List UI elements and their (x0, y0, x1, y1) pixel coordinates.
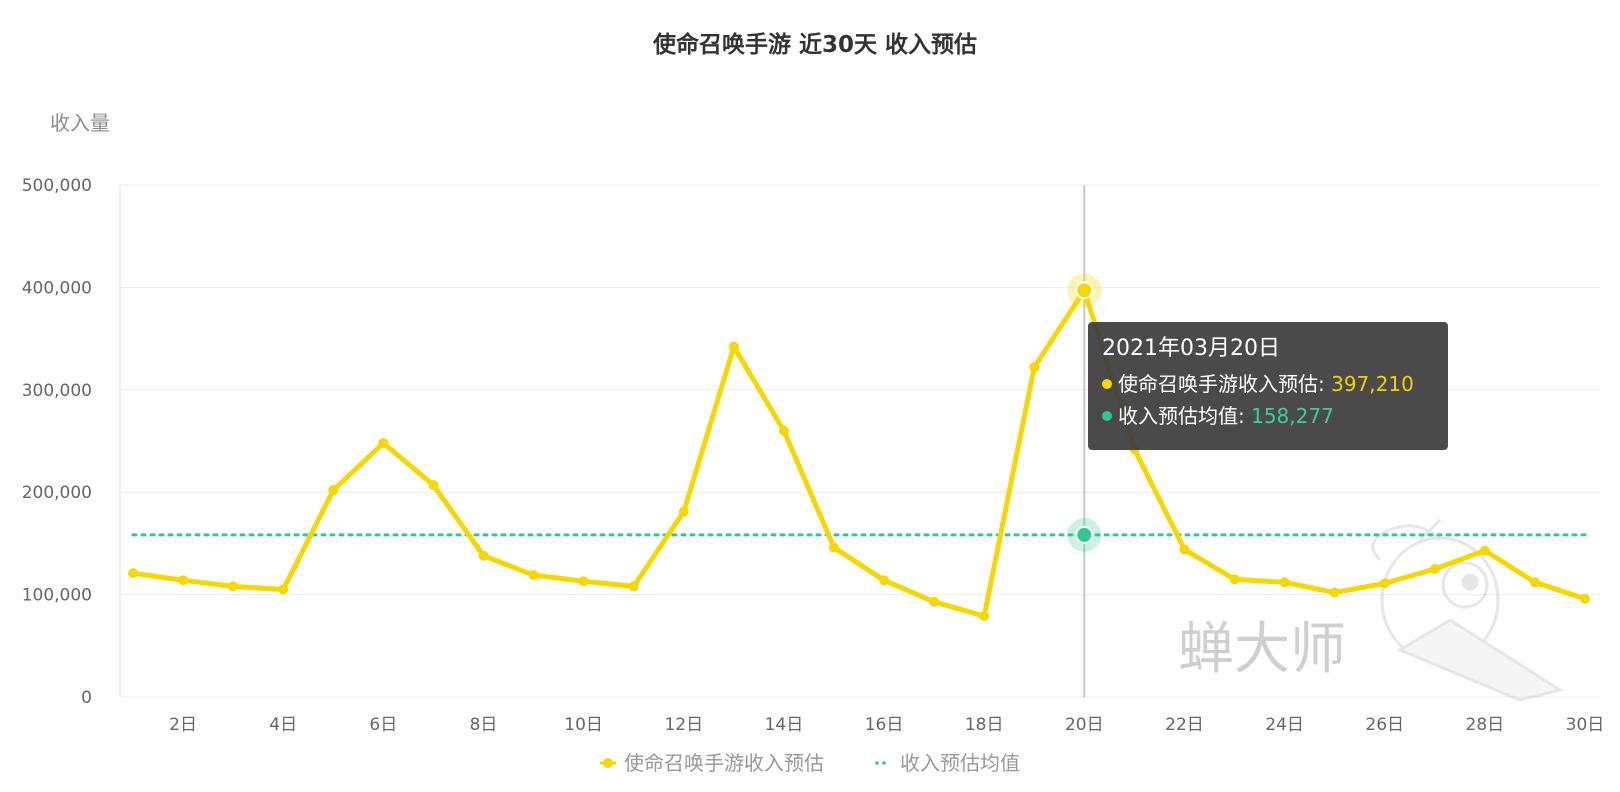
y-tick-label: 100,000 (22, 586, 92, 606)
tooltip-date: 2021年03月20日 (1102, 336, 1280, 361)
mean-dot-icon (1102, 410, 1112, 421)
x-tick-label: 2日 (169, 715, 197, 735)
y-axis-ticks: 0 100,000 200,000 300,000 400,000 500,000 (22, 176, 92, 708)
revenue-point[interactable] (778, 425, 789, 436)
y-tick-label: 0 (81, 688, 92, 708)
tooltip-row-mean: 收入预估均值: 158,277 (1102, 400, 1434, 432)
revenue-point[interactable] (278, 584, 289, 595)
revenue-point[interactable] (378, 438, 389, 449)
x-tick-label: 24日 (1265, 715, 1304, 735)
tooltip-label-revenue: 使命召唤手游收入预估: (1118, 372, 1332, 396)
revenue-point[interactable] (1229, 574, 1240, 585)
revenue-point[interactable] (1479, 545, 1490, 556)
x-tick-label: 12日 (664, 715, 703, 735)
revenue-point[interactable] (678, 506, 689, 517)
revenue-point[interactable] (1529, 577, 1540, 588)
y-axis-label: 收入量 (50, 111, 110, 135)
legend-label-mean: 收入预估均值 (900, 751, 1020, 775)
revenue-point[interactable] (879, 575, 890, 586)
watermark-text: 蝉大师 (1178, 617, 1346, 682)
revenue-point[interactable] (979, 611, 990, 622)
legend: 使命召唤手游收入预估 收入预估均值 (600, 751, 1020, 775)
x-tick-label: 26日 (1365, 715, 1404, 735)
x-tick-label: 30日 (1566, 715, 1605, 735)
revenue-point[interactable] (728, 341, 739, 352)
revenue-point[interactable] (628, 581, 639, 592)
y-tick-label: 500,000 (22, 176, 92, 196)
tooltip-row-revenue: 使命召唤手游收入预估: 397,210 (1102, 368, 1434, 400)
revenue-point[interactable] (328, 485, 339, 496)
tooltip-label-mean: 收入预估均值: (1118, 404, 1252, 428)
revenue-point[interactable] (478, 550, 489, 561)
chart-title: 使命召唤手游 近30天 收入预估 (652, 31, 977, 58)
revenue-point[interactable] (1179, 544, 1190, 555)
x-tick-label: 18日 (965, 715, 1004, 735)
revenue-point[interactable] (1029, 362, 1040, 373)
legend-label-revenue: 使命召唤手游收入预估 (624, 751, 824, 775)
x-axis-ticks: 2日 4日 6日 8日 10日 12日 14日 16日 18日 20日 22日 24日 26日 28日 30… (169, 715, 1604, 735)
tooltip-value-mean: 158,277 (1251, 404, 1334, 428)
x-tick-label: 4日 (269, 715, 297, 735)
revenue-point[interactable] (578, 576, 589, 587)
revenue-point[interactable] (828, 542, 839, 553)
x-tick-label: 10日 (564, 715, 603, 735)
x-tick-label: 28日 (1466, 715, 1505, 735)
x-tick-label: 20日 (1065, 715, 1104, 735)
revenue-dot-icon (1102, 378, 1112, 389)
y-tick-label: 200,000 (22, 483, 92, 503)
revenue-point[interactable] (1379, 578, 1390, 589)
x-tick-label: 14日 (765, 715, 804, 735)
tooltip: 2021年03月20日 使命召唤手游收入预估: 397,210 收入预估均值: … (1088, 322, 1448, 450)
legend-item-revenue[interactable]: 使命召唤手游收入预估 (600, 751, 824, 775)
x-tick-label: 8日 (470, 715, 498, 735)
revenue-point[interactable] (128, 568, 138, 579)
revenue-point[interactable] (1329, 587, 1340, 598)
revenue-point[interactable] (178, 575, 189, 586)
revenue-point[interactable] (1429, 564, 1440, 574)
highlight-markers (1067, 273, 1102, 552)
y-tick-label: 400,000 (22, 278, 92, 298)
legend-item-mean[interactable]: 收入预估均值 (875, 751, 1020, 775)
revenue-point[interactable] (528, 570, 539, 581)
tooltip-value-revenue: 397,210 (1331, 372, 1414, 396)
revenue-point[interactable] (428, 480, 439, 491)
revenue-point[interactable] (1580, 593, 1590, 604)
y-tick-label: 300,000 (22, 381, 92, 401)
revenue-highlight-point[interactable] (1075, 281, 1094, 300)
revenue-point[interactable] (1279, 577, 1290, 588)
x-tick-label: 22日 (1165, 715, 1204, 735)
x-tick-label: 6日 (369, 715, 397, 735)
mean-highlight-point[interactable] (1075, 525, 1094, 544)
x-tick-label: 16日 (865, 715, 904, 735)
revenue-point[interactable] (929, 596, 940, 607)
watermark-logo-icon: 蝉大师 (1178, 518, 1564, 702)
revenue-line (130, 287, 1588, 619)
revenue-point[interactable] (228, 581, 239, 592)
